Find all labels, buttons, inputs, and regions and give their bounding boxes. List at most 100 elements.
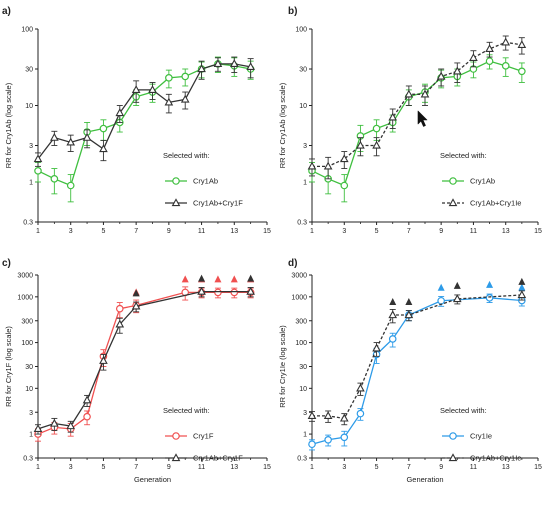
- data-point: [323, 161, 333, 170]
- y-tick-label: 10: [25, 103, 33, 110]
- series-line: [311, 60, 523, 187]
- series-line: [37, 291, 251, 435]
- legend-marker: [172, 432, 180, 440]
- data-point: [181, 72, 190, 81]
- x-tick-label: 15: [534, 464, 542, 471]
- x-tick-label: 5: [375, 228, 379, 235]
- legend-label: Cry1Ab+Cry1Ie: [470, 454, 521, 463]
- series-1: [34, 56, 255, 203]
- legend-label: Cry1Ab: [470, 177, 495, 186]
- x-tick-label: 9: [167, 228, 171, 235]
- x-tick-label: 13: [230, 464, 238, 471]
- data-point: [197, 286, 206, 295]
- x-tick-label: 13: [502, 464, 510, 471]
- data-point: [165, 74, 173, 82]
- y-tick-label: 10: [25, 386, 33, 393]
- x-tick-label: 5: [101, 464, 105, 471]
- x-tick-label: 7: [134, 464, 138, 471]
- x-tick-label: 1: [36, 464, 40, 471]
- x-tick-label: 15: [263, 464, 271, 471]
- y-axis-label: RR for Cry1Ab (log scale): [4, 82, 13, 168]
- x-tick-label: 7: [407, 228, 411, 235]
- data-point: [180, 94, 190, 103]
- x-axis-label: Generation: [406, 475, 443, 484]
- y-tick-label: 300: [21, 318, 33, 325]
- data-point: [197, 64, 206, 73]
- legend-marker: [171, 198, 181, 207]
- series-1: [308, 280, 526, 451]
- y-axis-label: RR for Cry1Ie (log scale): [278, 325, 287, 408]
- data-point: [131, 301, 141, 310]
- above-limit-marker: [453, 281, 461, 289]
- y-tick-label: 1: [303, 179, 307, 186]
- data-point: [34, 167, 42, 175]
- data-point: [229, 59, 239, 68]
- panel-label: a): [2, 6, 11, 17]
- data-point: [115, 108, 125, 117]
- x-tick-label: 1: [310, 464, 314, 471]
- y-tick-label: 100: [295, 340, 307, 347]
- x-tick-label: 7: [407, 464, 411, 471]
- y-tick-label: 10: [299, 103, 307, 110]
- x-tick-label: 9: [439, 228, 443, 235]
- legend-label: Cry1Ab+Cry1Ie: [470, 199, 521, 208]
- panel-label: b): [288, 6, 297, 17]
- x-tick-label: 13: [502, 228, 510, 235]
- y-tick-label: 0.3: [297, 220, 307, 227]
- data-point: [356, 140, 365, 149]
- x-tick-label: 13: [230, 228, 238, 235]
- above-limit-marker: [405, 298, 413, 306]
- data-point: [66, 181, 75, 190]
- data-point: [246, 62, 255, 71]
- legend-marker: [449, 432, 457, 440]
- legend-label: Cry1Ab: [193, 177, 218, 186]
- data-point: [517, 40, 527, 49]
- data-point: [164, 97, 174, 106]
- data-point: [388, 335, 397, 343]
- series-1: [34, 275, 255, 442]
- y-tick-label: 100: [295, 27, 307, 34]
- data-point: [339, 154, 349, 163]
- data-point: [404, 89, 414, 98]
- above-limit-marker: [214, 275, 222, 283]
- x-tick-label: 15: [534, 228, 542, 235]
- data-point: [372, 124, 381, 133]
- data-point: [501, 62, 510, 70]
- series-line: [312, 294, 522, 420]
- above-limit-marker: [181, 275, 189, 283]
- y-tick-label: 30: [25, 364, 33, 371]
- above-limit-marker: [518, 277, 526, 285]
- data-point: [501, 37, 511, 46]
- data-point: [452, 66, 462, 75]
- data-point: [82, 395, 92, 404]
- y-tick-label: 1: [29, 432, 33, 439]
- data-point: [340, 433, 349, 442]
- data-point: [518, 67, 526, 76]
- data-point: [115, 304, 124, 313]
- data-point: [148, 85, 157, 94]
- series-2: [33, 274, 255, 435]
- panel-label: d): [288, 258, 297, 269]
- y-tick-label: 0.3: [297, 456, 307, 463]
- legend-marker: [171, 453, 181, 462]
- data-point: [99, 356, 108, 364]
- above-limit-marker: [486, 280, 494, 288]
- legend-marker: [449, 177, 457, 185]
- x-tick-label: 1: [36, 228, 40, 235]
- legend: Selected with: Cry1F Cry1Ab+Cry1F: [163, 406, 243, 463]
- y-tick-label: 1000: [17, 294, 33, 301]
- x-tick-label: 15: [263, 228, 271, 235]
- data-point: [517, 290, 527, 299]
- legend-title: Selected with:: [163, 151, 210, 160]
- data-point: [307, 161, 317, 170]
- data-point: [214, 288, 222, 297]
- data-point: [66, 137, 76, 146]
- x-tick-label: 11: [198, 464, 205, 471]
- y-tick-label: 3: [29, 410, 33, 417]
- y-tick-label: 0.3: [23, 220, 33, 227]
